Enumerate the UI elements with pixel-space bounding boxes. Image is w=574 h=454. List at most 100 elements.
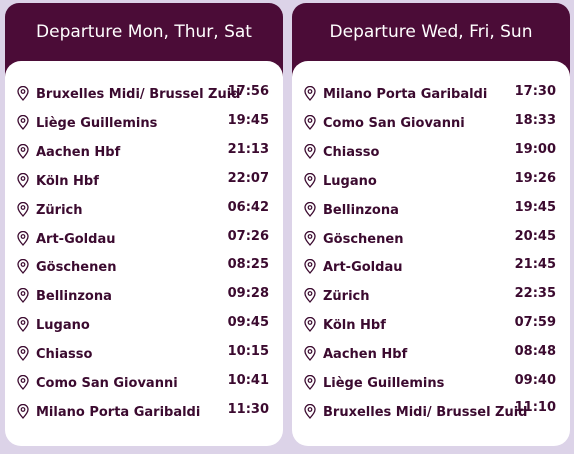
pin-icon <box>17 172 29 188</box>
departure-time: 18:33 <box>514 112 556 128</box>
pin <box>304 143 316 163</box>
pin <box>17 201 29 221</box>
station-name: Göschenen <box>36 260 117 276</box>
timetable-card: Departure Wed, Fri, Sun Milano Porta Gari… <box>292 3 570 446</box>
departure-time: 19:00 <box>514 141 556 157</box>
stop-row: Liège Guillemins 09:40 <box>292 373 570 393</box>
pin-icon <box>17 201 29 217</box>
departure-time: 20:45 <box>514 228 556 244</box>
station-name: Aachen Hbf <box>323 347 408 363</box>
pin <box>17 143 29 163</box>
stop-row: Zürich 22:35 <box>292 286 570 306</box>
pin <box>304 374 316 394</box>
departure-time: 11:10 <box>514 399 556 415</box>
pin-icon <box>17 259 29 275</box>
station-name: Aachen Hbf <box>36 144 121 160</box>
station-name: Bruxelles Midi/ Brussel Zuid <box>36 87 241 102</box>
pin-icon <box>17 230 29 246</box>
stop-row: Bellinzona 19:45 <box>292 200 570 220</box>
pin-icon <box>304 374 316 390</box>
departure-time: 06:42 <box>227 199 269 215</box>
departure-time: 19:26 <box>514 170 556 186</box>
stop-row: Lugano 19:26 <box>292 171 570 191</box>
departure-time: 21:45 <box>514 257 556 273</box>
pin <box>304 230 316 250</box>
pin <box>17 85 29 105</box>
stop-row: Köln Hbf 22:07 <box>5 171 283 191</box>
pin <box>17 172 29 192</box>
pin <box>17 230 29 250</box>
stop-row: Como San Giovanni 10:41 <box>5 373 283 393</box>
pin-icon <box>17 403 29 419</box>
station-name: Chiasso <box>323 144 380 160</box>
departure-time: 09:40 <box>514 373 556 388</box>
station-name: Lugano <box>323 173 377 189</box>
pin-icon <box>304 317 316 333</box>
pin <box>17 317 29 336</box>
pin <box>304 317 316 336</box>
pin <box>304 346 316 365</box>
card-body: Milano Porta Garibaldi 17:30 Como San Giov… <box>292 61 570 446</box>
station-name: Art-Goldau <box>36 231 116 247</box>
station-name: Lugano <box>36 318 90 334</box>
stop-row: Chiasso 10:15 <box>5 344 283 364</box>
station-name: Köln Hbf <box>323 318 386 334</box>
pin-icon <box>304 143 316 159</box>
departure-time: 19:45 <box>514 199 556 215</box>
pin <box>304 172 316 192</box>
departure-time: 11:30 <box>227 401 269 417</box>
departure-time: 09:45 <box>227 315 269 331</box>
pin-icon <box>17 346 29 362</box>
station-name: Bruxelles Midi/ Brussel Zuid <box>323 404 528 420</box>
pin-icon <box>304 288 316 304</box>
departure-time: 08:25 <box>227 257 269 273</box>
stop-row: Bellinzona 09:28 <box>5 286 283 306</box>
pin <box>304 85 316 105</box>
pin <box>304 201 316 221</box>
pin-icon <box>17 85 29 101</box>
stop-row: Bruxelles Midi/ Brussel Zuid 17:56 <box>5 84 283 104</box>
stop-row: Milano Porta Garibaldi 11:30 <box>5 402 283 422</box>
departure-time: 10:15 <box>227 344 269 360</box>
pin <box>17 346 29 365</box>
pin-icon <box>304 346 316 362</box>
departure-time: 21:13 <box>227 141 269 157</box>
stop-row: Bruxelles Midi/ Brussel Zuid 11:10 <box>292 399 570 423</box>
pin-icon <box>304 230 316 246</box>
pin <box>17 114 29 134</box>
pin-icon <box>304 172 316 188</box>
pin-icon <box>17 143 29 159</box>
stop-row: Göschenen 20:45 <box>292 229 570 249</box>
departure-time: 07:59 <box>514 315 556 331</box>
pin-icon <box>304 201 316 217</box>
pin <box>17 259 29 278</box>
station-name: Como San Giovanni <box>36 376 178 391</box>
stop-row: Liège Guillemins 19:45 <box>5 113 283 133</box>
stop-row: Göschenen 08:25 <box>5 257 283 277</box>
departure-time: 22:07 <box>227 170 269 186</box>
pin <box>304 288 316 307</box>
station-name: Zürich <box>36 202 83 218</box>
pin <box>304 403 316 423</box>
station-name: Bellinzona <box>323 202 399 218</box>
station-name: Bellinzona <box>36 289 112 305</box>
pin <box>17 374 29 394</box>
pin-icon <box>17 317 29 333</box>
stop-row: Aachen Hbf 21:13 <box>5 142 283 162</box>
departure-time: 19:45 <box>227 112 269 128</box>
stop-row: Milano Porta Garibaldi 17:30 <box>292 84 570 104</box>
pin-icon <box>17 288 29 304</box>
stop-row: Art-Goldau 21:45 <box>292 257 570 277</box>
departure-time: 08:48 <box>514 344 556 360</box>
pin-icon <box>304 403 316 419</box>
departure-time: 17:30 <box>514 84 556 99</box>
stop-row: Zürich 06:42 <box>5 200 283 220</box>
station-name: Chiasso <box>36 347 93 363</box>
pin <box>17 403 29 423</box>
departure-time: 17:56 <box>227 84 269 99</box>
stop-row: Art-Goldau 07:26 <box>5 229 283 249</box>
card-body: Bruxelles Midi/ Brussel Zuid 17:56 Liège G… <box>5 61 283 446</box>
departure-time: 07:26 <box>227 228 269 244</box>
stop-row: Chiasso 19:00 <box>292 142 570 162</box>
